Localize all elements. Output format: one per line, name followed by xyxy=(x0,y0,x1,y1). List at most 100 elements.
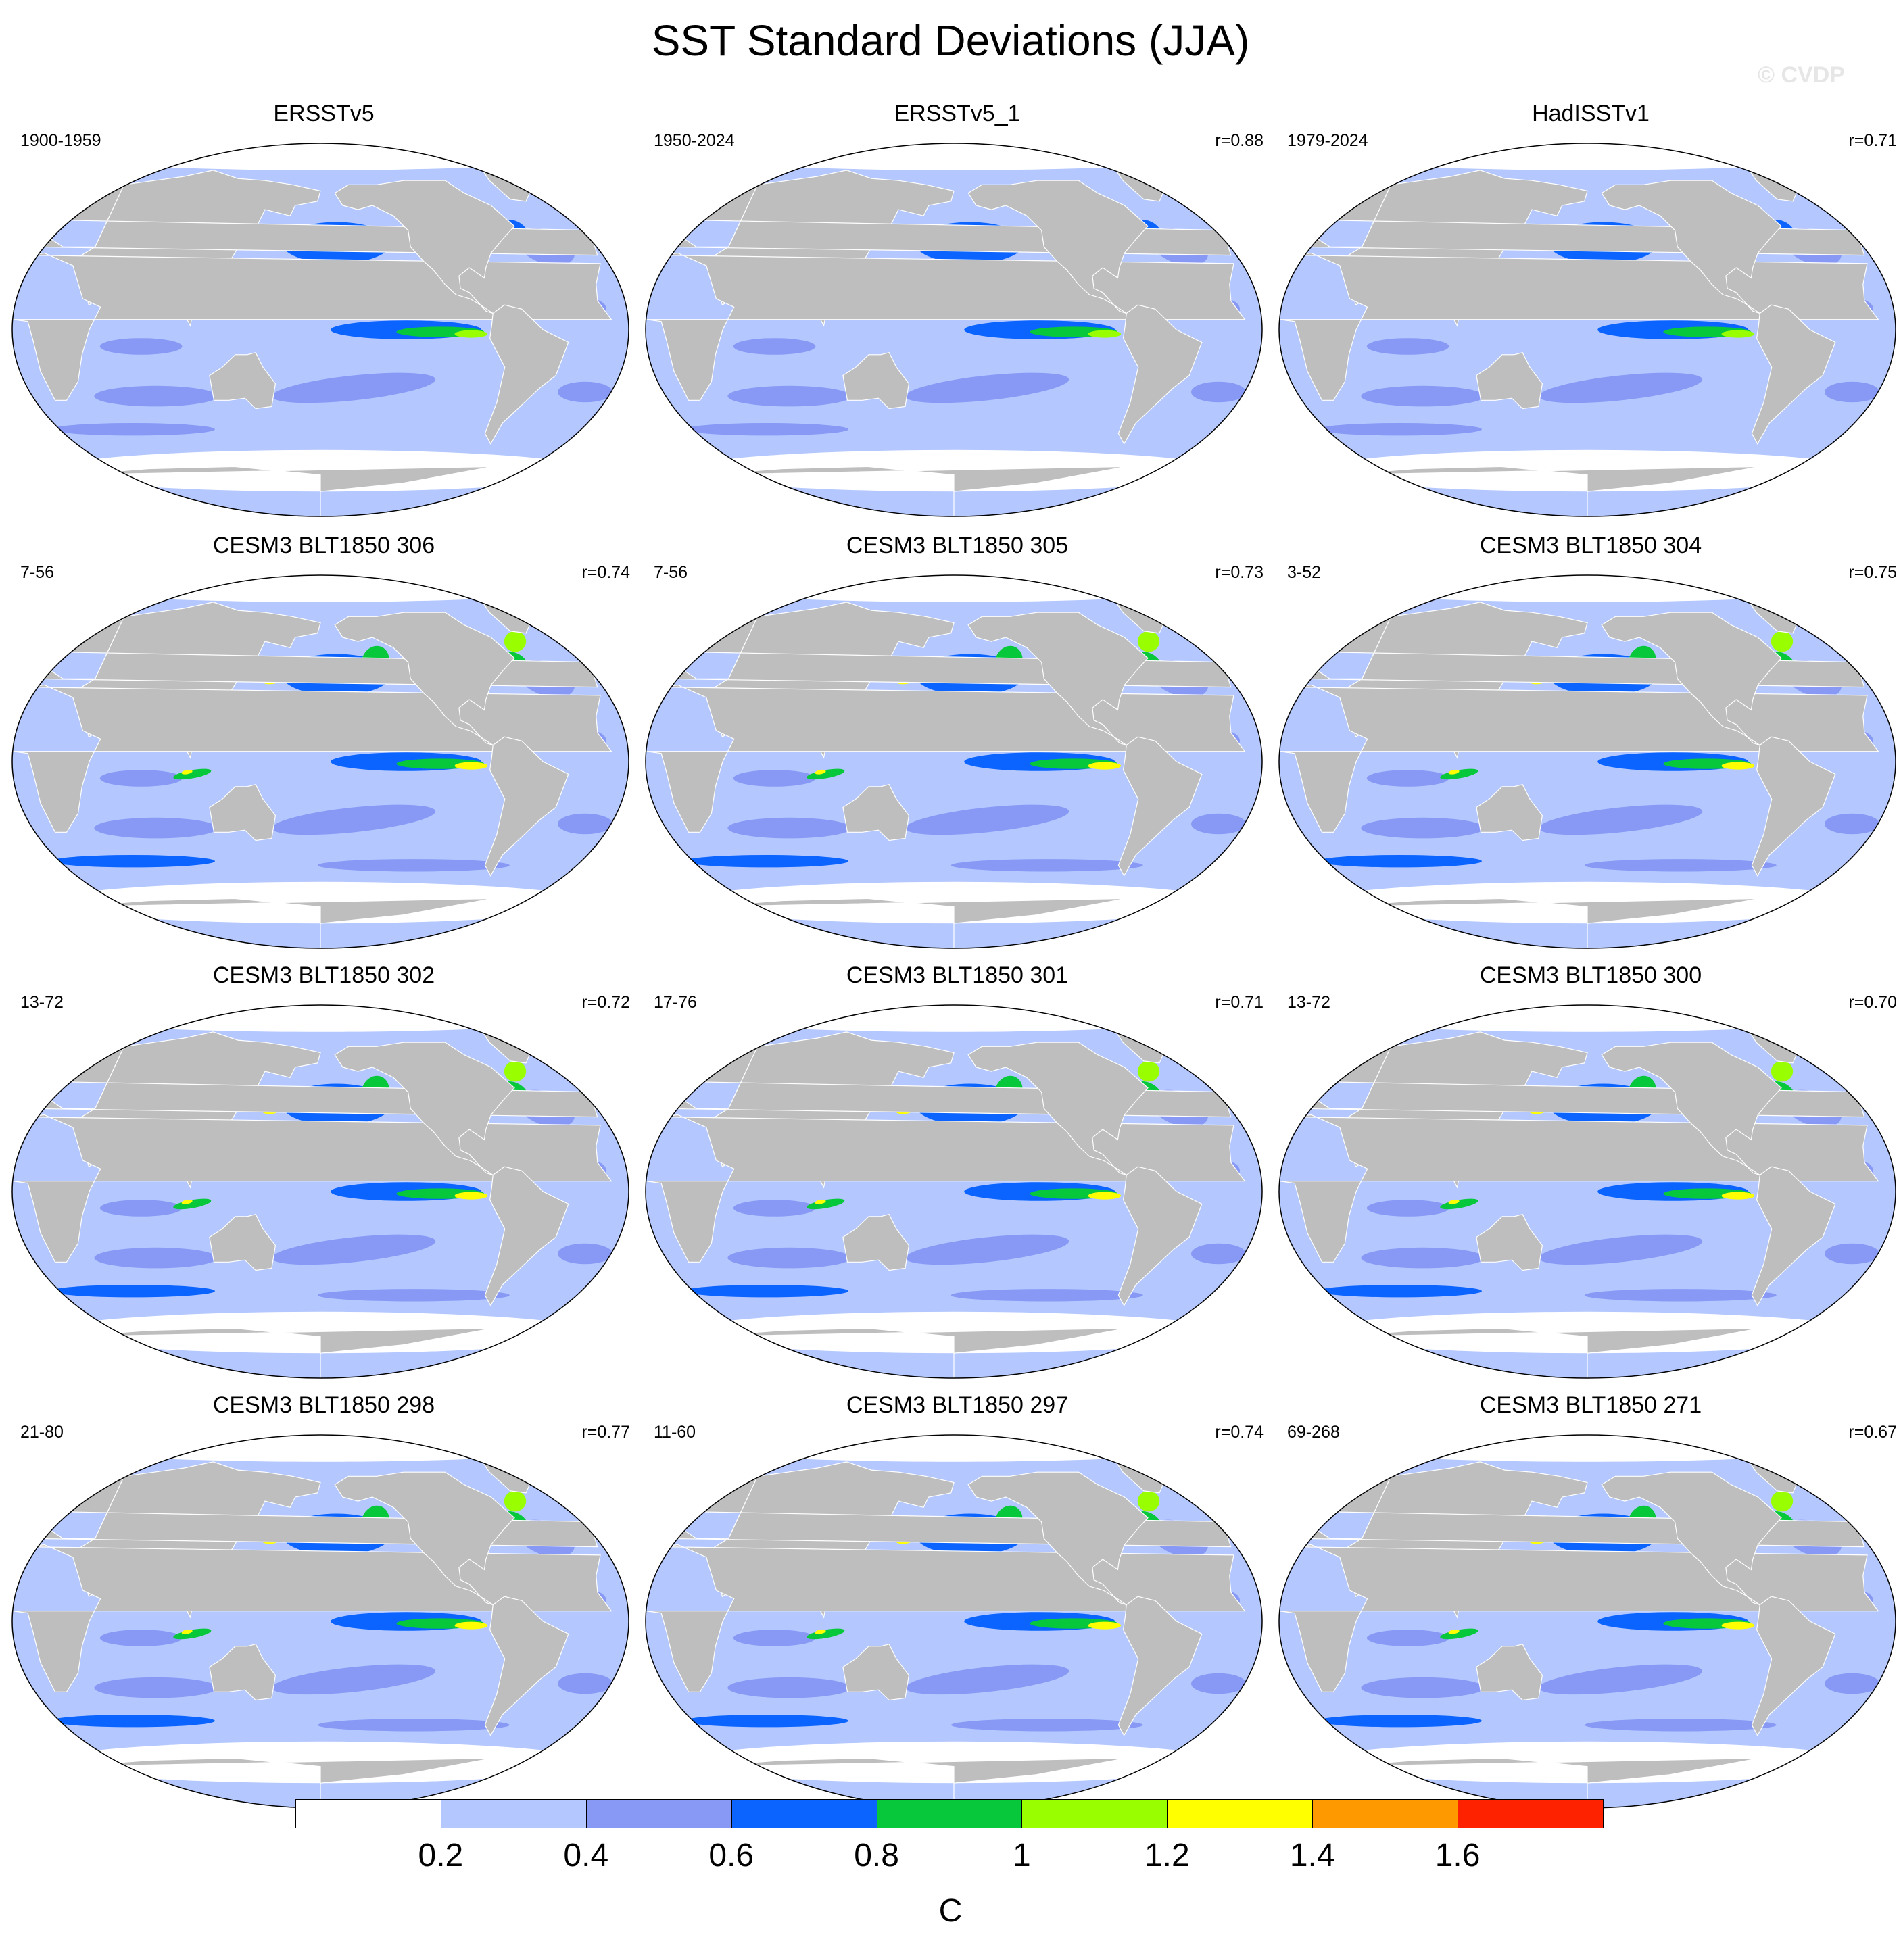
southern-band-east xyxy=(317,427,510,440)
maritime-continent xyxy=(1440,1198,1478,1210)
antarctica-landmass xyxy=(1334,1327,1760,1378)
maritime-continent xyxy=(1440,768,1478,780)
namerica-landmass xyxy=(1601,1471,1782,1606)
south-atlantic-band xyxy=(1825,1673,1879,1694)
enso-peak xyxy=(1721,1192,1755,1200)
south-pacific-band xyxy=(272,1664,436,1695)
southern-band-east xyxy=(1584,427,1777,440)
south-pacific-band xyxy=(905,804,1069,835)
namerica-landmass xyxy=(1601,180,1782,314)
australia-landmass xyxy=(209,1644,276,1701)
southern-band-west xyxy=(1317,1285,1482,1298)
south-indian-band xyxy=(94,1677,218,1698)
australia-landmass xyxy=(209,1214,276,1271)
sst-map xyxy=(1278,143,1896,517)
panel-period: 17-76 xyxy=(654,993,697,1012)
samerica-landmass xyxy=(1117,736,1203,877)
southern-band-west xyxy=(1317,855,1482,868)
australia-landmass xyxy=(842,352,910,410)
enso-peak xyxy=(1088,330,1122,338)
panel-title: CESM3 BLT1850 306 xyxy=(212,533,435,558)
australia-landmass xyxy=(1476,352,1543,410)
south-indian-band xyxy=(1361,1247,1485,1269)
southern-band-west xyxy=(50,423,215,436)
arctic-low xyxy=(1313,575,1862,602)
labrador-sea xyxy=(1137,1490,1160,1512)
map-panel: CESM3 BLT1850 302 13-72 r=0.72 xyxy=(9,962,638,1381)
maritime-continent-peak xyxy=(181,1199,193,1204)
australia-landmass xyxy=(1476,1214,1543,1271)
panel-correlation: r=0.71 xyxy=(1848,131,1897,150)
map-outline xyxy=(645,143,1263,517)
southern-band-east xyxy=(1584,1719,1777,1732)
antarctica-landmass xyxy=(68,1327,494,1378)
maritime-continent xyxy=(173,1628,212,1640)
namerica-landmass xyxy=(967,1471,1149,1606)
samerica-landmass xyxy=(1751,736,1836,877)
south-atlantic-band xyxy=(558,813,612,835)
labrador-sea xyxy=(504,631,527,652)
sst-map xyxy=(11,143,629,517)
enso-peak xyxy=(1088,762,1122,770)
map-outline xyxy=(11,574,629,949)
map-panel: CESM3 BLT1850 301 17-76 r=0.71 xyxy=(643,962,1272,1381)
colorbar-tick-label: 1.2 xyxy=(1144,1838,1190,1873)
colorbar-tick-label: 1.4 xyxy=(1289,1838,1335,1873)
namerica-landmass xyxy=(967,180,1149,314)
namerica-landmass xyxy=(334,180,515,314)
panel-correlation: r=0.67 xyxy=(1848,1423,1897,1442)
southern-band-west xyxy=(683,1285,848,1298)
tropical-indian xyxy=(733,1630,816,1646)
antarctica-landmass xyxy=(1334,898,1760,948)
panel-title: ERSSTv5_1 xyxy=(894,101,1021,126)
south-pacific-band xyxy=(905,372,1069,403)
arctic-low xyxy=(46,143,595,170)
panel-title: CESM3 BLT1850 302 xyxy=(212,962,435,988)
namerica-landmass xyxy=(334,1042,515,1176)
enso-peak xyxy=(1088,1192,1122,1200)
panel-period: 69-268 xyxy=(1287,1423,1340,1442)
panel-correlation: r=0.88 xyxy=(1215,131,1264,150)
maritime-continent xyxy=(807,1628,845,1640)
south-indian-band xyxy=(727,385,851,407)
namerica-landmass xyxy=(334,1471,515,1606)
south-indian-band xyxy=(1361,385,1485,407)
south-indian-band xyxy=(94,1247,218,1269)
tropical-indian xyxy=(1366,1200,1449,1217)
antarctica-landmass xyxy=(701,1327,1127,1378)
south-indian-band xyxy=(1361,817,1485,839)
maritime-continent-peak xyxy=(181,769,193,775)
map-panel: CESM3 BLT1850 304 3-52 r=0.75 xyxy=(1276,532,1901,951)
panel-correlation: r=0.74 xyxy=(1215,1423,1264,1442)
colorbar-tick-label: 1.6 xyxy=(1435,1838,1481,1873)
tropical-indian xyxy=(99,338,183,355)
arctic-low xyxy=(46,1005,595,1032)
antarctica-landmass xyxy=(1334,1757,1760,1808)
arctic-low xyxy=(679,575,1228,602)
colorbar-swatch xyxy=(585,1799,732,1828)
australia-landmass xyxy=(842,1214,910,1271)
enso-peak xyxy=(1721,762,1755,770)
panel-title: HadISSTv1 xyxy=(1532,101,1650,126)
australia-landmass xyxy=(842,784,910,841)
southern-band-east xyxy=(1584,1289,1777,1302)
map-panel: CESM3 BLT1850 306 7-56 r=0.74 xyxy=(9,532,638,951)
panel-period: 13-72 xyxy=(20,993,64,1012)
colorbar-swatch xyxy=(295,1799,441,1828)
south-pacific-band xyxy=(272,372,436,403)
panel-title: CESM3 BLT1850 301 xyxy=(846,962,1069,988)
map-outline xyxy=(1278,574,1896,949)
tropical-indian xyxy=(733,1200,816,1217)
sst-map xyxy=(645,143,1263,517)
arctic-low xyxy=(46,1435,595,1462)
page-title: SST Standard Deviations (JJA) xyxy=(651,16,1250,65)
south-atlantic-band xyxy=(1825,813,1879,835)
panel-period: 7-56 xyxy=(20,563,55,582)
namerica-landmass xyxy=(1601,1042,1782,1176)
arctic-low xyxy=(679,143,1228,170)
southern-band-east xyxy=(317,1719,510,1732)
panel-title: ERSSTv5 xyxy=(273,101,375,126)
panel-period: 1900-1959 xyxy=(20,131,101,150)
map-outline xyxy=(1278,1004,1896,1379)
australia-landmass xyxy=(1476,1644,1543,1701)
